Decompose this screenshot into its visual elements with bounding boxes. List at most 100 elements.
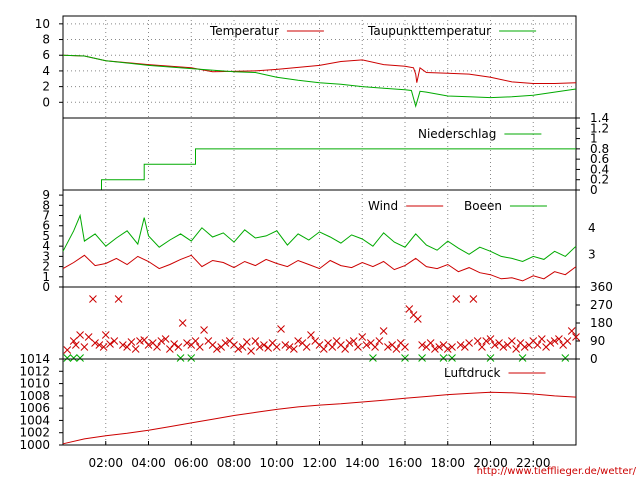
data-point	[63, 346, 72, 354]
data-point	[482, 337, 491, 345]
series-line-luftdruck	[62, 391, 577, 445]
data-point	[341, 345, 350, 353]
y-tick-label: 7	[42, 209, 50, 223]
series-markers	[63, 295, 580, 355]
series-line-boeen	[62, 213, 577, 263]
x-tick-label: 04:00	[131, 456, 166, 470]
y-tick-label: 1006	[19, 401, 50, 415]
data-point	[418, 354, 426, 362]
x-tick-label: 08:00	[217, 456, 252, 470]
data-point	[508, 337, 516, 345]
series-line-taupunkttemperatur	[62, 54, 577, 109]
data-point	[555, 335, 563, 343]
y-tick-label: 0	[590, 352, 598, 366]
data-point	[63, 354, 72, 362]
x-tick-label: 02:00	[88, 456, 123, 470]
data-point	[499, 343, 508, 351]
data-point	[354, 343, 362, 351]
y-tick-label: 1.4	[590, 111, 609, 125]
y-tick-label: 0	[42, 95, 50, 109]
y-tick-label: 8	[42, 33, 50, 47]
data-point	[91, 339, 99, 347]
y-tick-label: 2	[42, 80, 50, 94]
data-point	[157, 337, 166, 345]
y-tick-label: 1002	[19, 426, 50, 440]
data-point	[255, 343, 264, 351]
y-tick-label: 0.2	[590, 173, 609, 187]
data-point	[272, 343, 281, 351]
y-tick-label: 0.8	[590, 142, 609, 156]
source-credit[interactable]: http://www.tiefflieger.de/wetter/	[477, 466, 637, 477]
y-tick-label: 1000	[19, 438, 50, 452]
data-point	[289, 345, 298, 353]
data-point	[563, 337, 572, 345]
legend-label: Taupunkttemperatur	[367, 24, 491, 38]
data-point	[178, 319, 187, 327]
data-point	[153, 343, 161, 351]
data-point	[123, 343, 131, 351]
legend-label: Luftdruck	[444, 366, 501, 380]
data-point	[69, 337, 78, 345]
data-point	[84, 333, 93, 341]
y-tick-label: 1014	[19, 352, 50, 366]
data-point	[127, 338, 136, 346]
series-line-niederschlag	[101, 148, 576, 190]
data-point	[375, 337, 384, 345]
data-point	[319, 345, 328, 353]
x-axis: 02:00 04:00 06:00 08:00 10:00 12:00 14:00 16:00…	[88, 441, 551, 470]
y-tick-label: 180	[590, 316, 613, 330]
data-point	[106, 340, 114, 348]
y-tick-label: 5	[42, 229, 50, 243]
y-tick-label: 0	[590, 183, 598, 197]
data-point	[328, 343, 337, 351]
x-tick-label: 12:00	[302, 456, 337, 470]
data-point	[281, 341, 290, 349]
y-tick-label: 8	[42, 198, 50, 212]
data-point	[69, 354, 78, 362]
data-point	[161, 335, 170, 343]
data-point	[242, 338, 251, 346]
data-point	[285, 343, 294, 351]
data-point	[345, 339, 354, 347]
data-point	[537, 335, 546, 343]
x-tick-label: 16:00	[388, 456, 423, 470]
y-tick-label: 6	[42, 219, 50, 233]
data-point	[118, 341, 127, 349]
data-point	[110, 337, 119, 345]
data-point	[238, 343, 247, 351]
y2-tick-label: 4	[588, 221, 596, 235]
y-tick-label: 1004	[19, 413, 50, 427]
panel-wind-direction: 0 90 180 270 360	[62, 280, 613, 366]
data-point	[89, 295, 97, 303]
y-tick-label: 2	[42, 260, 50, 274]
data-point	[546, 339, 555, 347]
data-point	[114, 295, 123, 303]
data-point	[478, 343, 486, 351]
data-point	[221, 339, 230, 347]
y-tick-label: 3	[42, 249, 50, 263]
data-point	[247, 347, 255, 355]
y-tick-label: 1	[42, 270, 50, 284]
data-point	[174, 343, 183, 351]
legend-label: Wind	[368, 199, 398, 213]
y2-tick-label: 3	[588, 247, 596, 261]
data-point	[213, 345, 221, 353]
y-tick-label: 9	[42, 188, 50, 202]
y-tick-label: 90	[590, 334, 605, 348]
series-markers	[63, 354, 570, 362]
data-point	[76, 331, 84, 339]
data-point	[140, 336, 149, 344]
data-point	[358, 333, 367, 341]
data-point	[512, 345, 521, 353]
panel-precipitation: 00.20.40.60.811.21.4 Niederschlag	[62, 111, 609, 197]
data-point	[260, 341, 268, 349]
x-tick-label: 06:00	[174, 456, 209, 470]
x-tick-label: 14:00	[345, 456, 380, 470]
data-point	[191, 337, 200, 345]
data-point	[413, 315, 422, 323]
data-point	[473, 337, 482, 345]
x-tick-label: 20:00	[473, 456, 508, 470]
panel-temperature: 02 4 68 10 Temperatur Taupunkttemperatur	[35, 15, 577, 119]
legend-label: Boeen	[464, 199, 502, 213]
